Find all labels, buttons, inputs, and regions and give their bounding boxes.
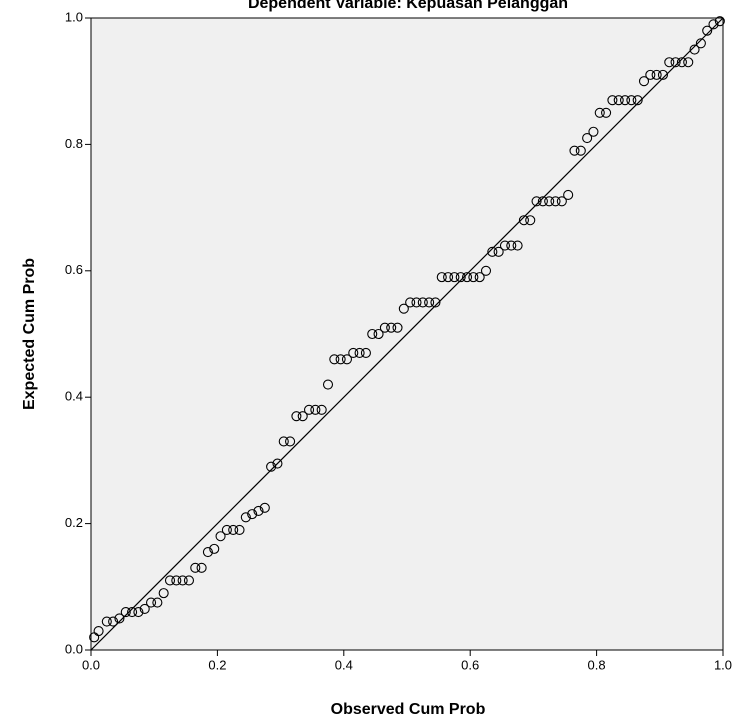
- chart: Dependent Variable: Kepuasan Pelanggan O…: [0, 0, 737, 723]
- chart-title: Dependent Variable: Kepuasan Pelanggan: [248, 0, 568, 12]
- y-tick-label: 0.6: [65, 262, 83, 277]
- x-tick-label: 0.4: [335, 657, 353, 672]
- y-tick-label: 0.8: [65, 136, 83, 151]
- y-tick-label: 1.0: [65, 9, 83, 24]
- y-tick-label: 0.0: [65, 641, 83, 656]
- x-tick-label: 0.6: [461, 657, 479, 672]
- x-tick-label: 0.8: [588, 657, 606, 672]
- y-tick-label: 0.4: [65, 389, 83, 404]
- x-tick-label: 1.0: [714, 657, 732, 672]
- y-axis-label: Expected Cum Prob: [21, 258, 38, 410]
- y-tick-label: 0.2: [65, 515, 83, 530]
- x-tick-label: 0.0: [82, 657, 100, 672]
- x-axis-label: Observed Cum Prob: [331, 701, 486, 718]
- x-tick-label: 0.2: [208, 657, 226, 672]
